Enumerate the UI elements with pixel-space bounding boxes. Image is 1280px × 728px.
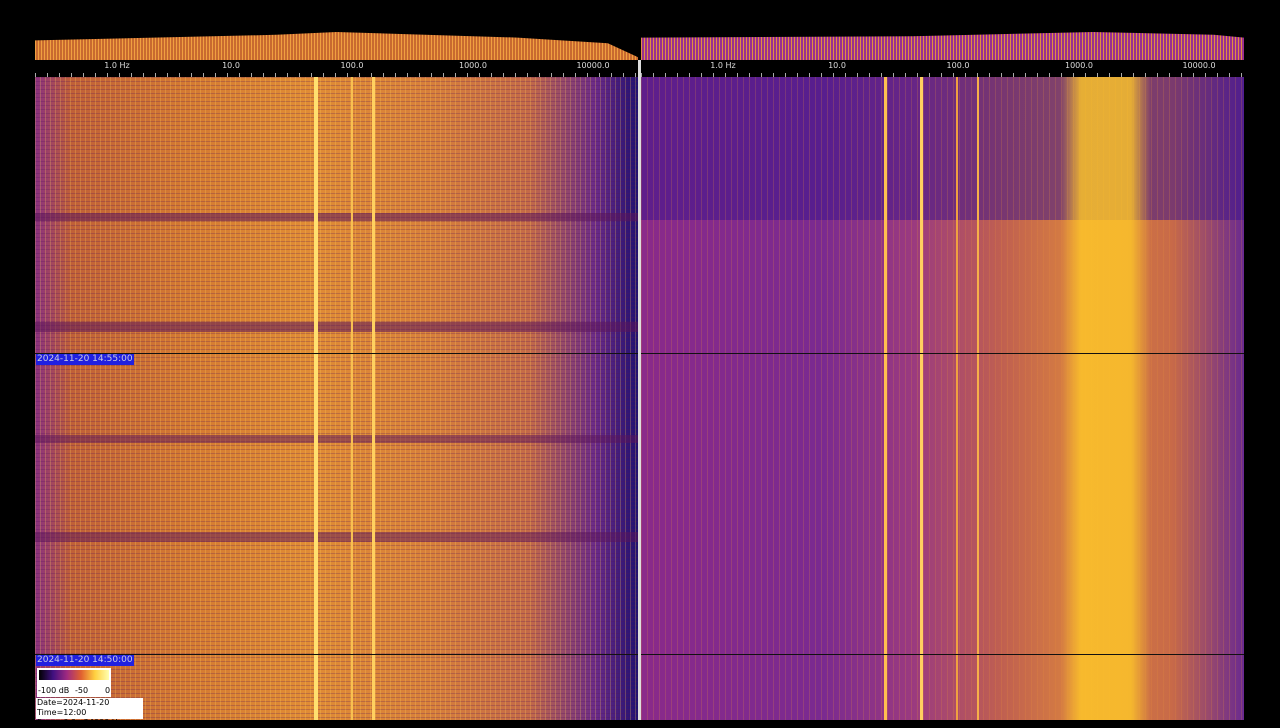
freq-label: 100.0 [946,61,970,70]
scale-label: 0 [105,686,111,695]
freq-label: 1000.0 [1065,61,1093,70]
freq-label: 1000.0 [459,61,487,70]
divider [638,60,641,720]
time-label: 2024-11-20 14:55:00 [36,354,134,365]
freq-label: 1.0 Hz [104,61,130,70]
spectrogram [641,77,1244,720]
spectrum-fill [641,32,1244,60]
freq-label: 1.0 Hz [710,61,736,70]
spectrum [641,0,1244,60]
info-line: Date=2024-11-20 Time=12:00 [37,698,110,717]
color-bar [39,670,109,680]
time-line [641,353,1244,354]
left-panel: 1.0 Hz 10.0 100.0 1000.0 10000.0 2024-11… [35,0,638,720]
freq-axis: 1.0 Hz 10.0 100.0 1000.0 10000.0 [35,60,638,78]
color-scale: -100 dB -50 0 [37,668,111,697]
time-line [35,353,638,354]
freq-label: 10.0 [828,61,846,70]
freq-label: 100.0 [340,61,364,70]
scale-label: -50 [75,686,89,695]
spectrogram: 2024-11-20 14:55:00 2024-11-20 14:50:00 [35,77,638,720]
time-line [35,654,638,655]
scale-label: -100 dB [38,686,70,695]
freq-label: 10000.0 [1182,61,1216,70]
right-panel: 1.0 Hz 10.0 100.0 1000.0 10000.0 [641,0,1244,720]
spectrum [35,0,638,60]
freq-label: 10000.0 [576,61,610,70]
freq-label: 10.0 [222,61,240,70]
time-label: 2024-11-20 14:50:00 [36,655,134,666]
time-line [641,654,1244,655]
info-box: Date=2024-11-20 Time=12:00 Freq= 0.0...2… [36,698,143,727]
freq-axis: 1.0 Hz 10.0 100.0 1000.0 10000.0 [641,60,1244,78]
spectrum-fill [35,32,638,60]
